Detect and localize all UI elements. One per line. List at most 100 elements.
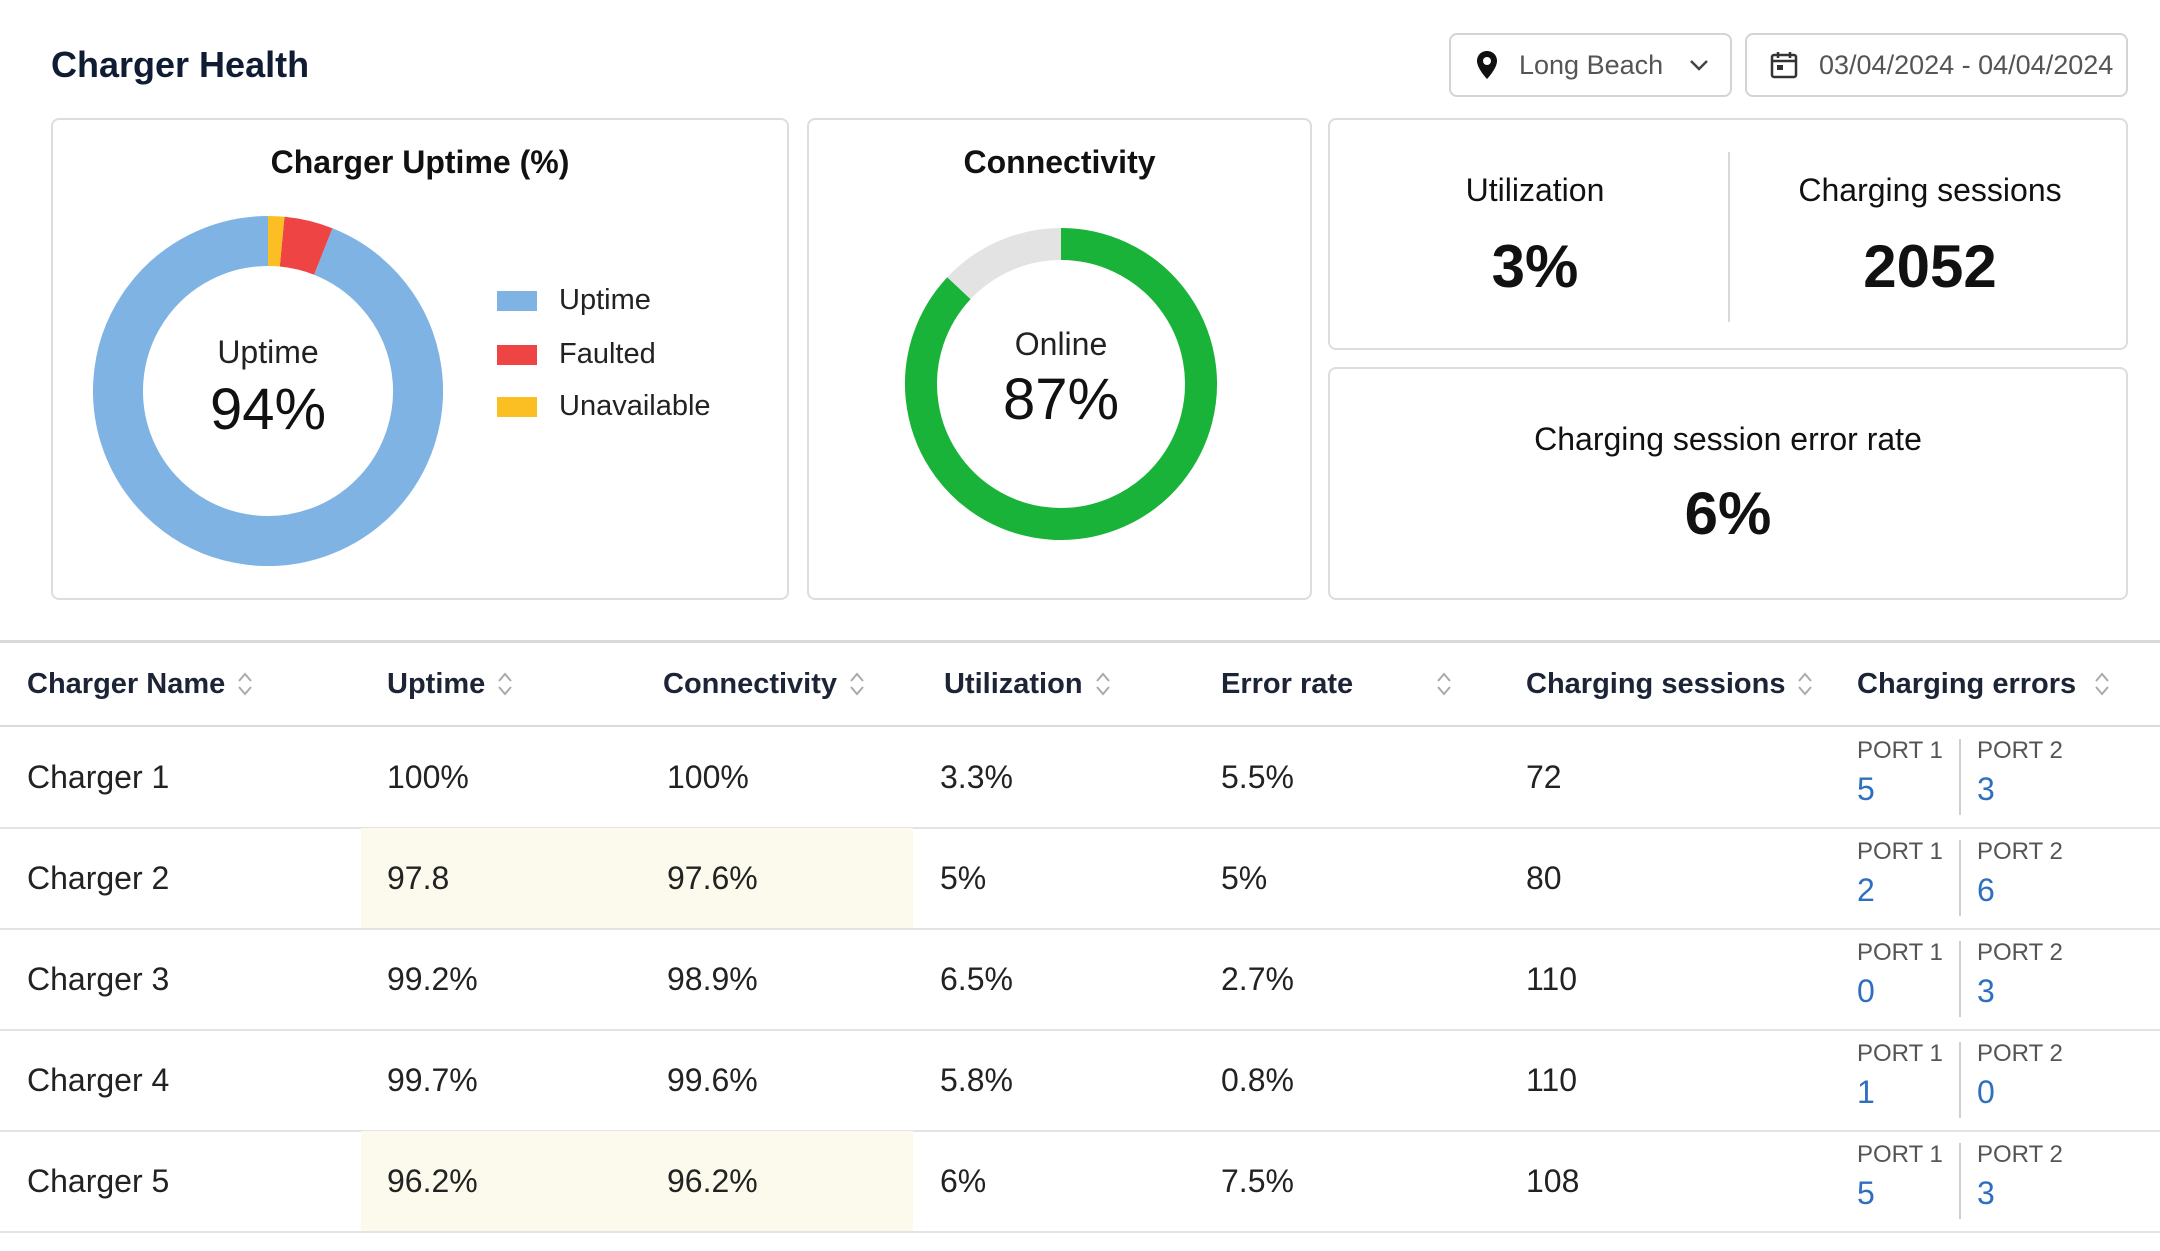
location-pin-icon bbox=[1475, 50, 1499, 80]
calendar-icon bbox=[1769, 50, 1799, 80]
port2-error-count[interactable]: 6 bbox=[1977, 872, 1995, 908]
table-row[interactable]: Charger 2 97.8 97.6% 5% 5% 80 PORT 1 2 PORT 2 6 bbox=[0, 828, 2160, 930]
table-row[interactable]: Charger 5 96.2% 96.2% 6% 7.5% 108 PORT 1 5 PORT … bbox=[0, 1131, 2160, 1233]
header-divider bbox=[0, 725, 2160, 727]
cell-utilization: 5% bbox=[940, 859, 987, 896]
legend-swatch bbox=[497, 396, 537, 417]
charger-uptime-card: Charger Uptime (%) Uptime 94% Uptime Fau… bbox=[51, 118, 789, 600]
error-rate-label: Charging session error rate bbox=[1534, 421, 1922, 457]
utilization-label: Utilization bbox=[1465, 172, 1605, 208]
card-title: Charger Uptime (%) bbox=[270, 144, 570, 180]
error-rate-value: 6% bbox=[1684, 480, 1772, 547]
port2-label: PORT 2 bbox=[1977, 838, 2063, 865]
port1-label: PORT 1 bbox=[1857, 737, 1943, 764]
cell-charger-name: Charger 5 bbox=[27, 1162, 170, 1199]
location-dropdown[interactable]: Long Beach bbox=[1449, 33, 1732, 97]
cell-connectivity: 100% bbox=[667, 758, 749, 795]
column-header-connectivity[interactable]: Connectivity bbox=[663, 643, 865, 725]
port2-error-count[interactable]: 0 bbox=[1977, 1074, 1995, 1110]
column-header-utilization[interactable]: Utilization bbox=[944, 643, 1111, 725]
sort-icon[interactable] bbox=[497, 671, 513, 697]
cell-error-rate: 2.7% bbox=[1221, 960, 1294, 997]
donut-center-label: Online bbox=[1014, 326, 1108, 362]
sort-icon[interactable] bbox=[849, 671, 865, 697]
divider bbox=[1728, 152, 1730, 322]
port-divider bbox=[1959, 840, 1961, 916]
cell-charging-sessions: 72 bbox=[1526, 758, 1562, 795]
date-range-picker[interactable]: 03/04/2024 - 04/04/2024 bbox=[1745, 33, 2128, 97]
cell-uptime: 99.2% bbox=[387, 960, 478, 997]
sort-icon[interactable] bbox=[1797, 671, 1813, 697]
donut-center-label: Uptime bbox=[217, 334, 319, 370]
legend-item-unavailable: Unavailable bbox=[497, 390, 711, 423]
donut-center-value: 94% bbox=[209, 377, 327, 442]
table-row[interactable]: Charger 4 99.7% 99.6% 5.8% 0.8% 110 PORT 1 1 POR… bbox=[0, 1030, 2160, 1132]
connectivity-card: Connectivity Online 87% bbox=[807, 118, 1312, 600]
column-header-label: Error rate bbox=[1221, 667, 1354, 700]
port-divider bbox=[1959, 739, 1961, 815]
port2-error-count[interactable]: 3 bbox=[1977, 973, 1995, 1009]
cell-charger-name: Charger 2 bbox=[27, 859, 170, 896]
cell-uptime: 96.2% bbox=[387, 1162, 478, 1199]
cell-error-rate: 0.8% bbox=[1221, 1061, 1294, 1098]
cell-charging-sessions: 108 bbox=[1526, 1162, 1580, 1199]
legend-item-faulted: Faulted bbox=[497, 338, 656, 371]
cell-charger-name: Charger 4 bbox=[27, 1061, 170, 1098]
connectivity-donut-chart bbox=[905, 228, 1217, 540]
cell-charging-sessions: 110 bbox=[1526, 1061, 1578, 1098]
port1-error-count[interactable]: 1 bbox=[1857, 1074, 1875, 1110]
cell-connectivity: 96.2% bbox=[667, 1162, 758, 1199]
cell-utilization: 6.5% bbox=[940, 960, 1013, 997]
cell-charger-name: Charger 1 bbox=[27, 758, 170, 795]
port1-error-count[interactable]: 2 bbox=[1857, 872, 1875, 908]
date-range-value: 03/04/2024 - 04/04/2024 bbox=[1819, 49, 2114, 80]
cell-connectivity: 97.6% bbox=[667, 859, 758, 896]
port2-label: PORT 2 bbox=[1977, 737, 2063, 764]
sort-icon[interactable] bbox=[237, 671, 253, 697]
cell-highlight bbox=[361, 1131, 913, 1231]
cell-connectivity: 98.9% bbox=[667, 960, 758, 997]
column-header-label: Utilization bbox=[944, 667, 1083, 700]
cell-connectivity: 99.6% bbox=[667, 1061, 758, 1098]
cell-error-rate: 5% bbox=[1221, 859, 1268, 896]
cell-charger-name: Charger 3 bbox=[27, 960, 170, 997]
column-header-charging-sessions[interactable]: Charging sessions bbox=[1526, 643, 1813, 725]
port1-error-count[interactable]: 5 bbox=[1857, 771, 1875, 807]
legend-swatch bbox=[497, 344, 537, 365]
error-rate-card: Charging session error rate 6% bbox=[1328, 367, 2128, 600]
donut-center-value: 87% bbox=[1002, 367, 1120, 432]
column-header-error-rate[interactable]: Error rate bbox=[1221, 643, 1353, 725]
port2-label: PORT 2 bbox=[1977, 939, 2063, 966]
donut-slice-faulted bbox=[279, 216, 333, 276]
port2-label: PORT 2 bbox=[1977, 1040, 2063, 1067]
sort-icon[interactable] bbox=[2094, 671, 2110, 702]
cell-utilization: 5.8% bbox=[940, 1061, 1013, 1098]
legend-label: Unavailable bbox=[559, 390, 711, 422]
column-header-charging-errors[interactable]: Charging errors bbox=[1857, 643, 2076, 725]
location-value: Long Beach bbox=[1519, 49, 1664, 80]
sort-icon[interactable] bbox=[1436, 671, 1452, 702]
column-header-uptime[interactable]: Uptime bbox=[387, 643, 513, 725]
sort-icon[interactable] bbox=[1095, 671, 1111, 697]
utilization-sessions-card: Utilization 3% Charging sessions 2052 bbox=[1328, 118, 2128, 350]
column-header-label: Connectivity bbox=[663, 667, 838, 700]
utilization-value: 3% bbox=[1491, 233, 1579, 300]
cell-uptime: 99.7% bbox=[387, 1061, 478, 1098]
column-header-charger-name[interactable]: Charger Name bbox=[27, 643, 253, 725]
port2-error-count[interactable]: 3 bbox=[1977, 771, 1995, 807]
table-row[interactable]: Charger 3 99.2% 98.9% 6.5% 2.7% 110 PORT 1 0 POR… bbox=[0, 929, 2160, 1031]
legend-swatch bbox=[497, 290, 537, 311]
port1-label: PORT 1 bbox=[1857, 838, 1943, 865]
page-title: Charger Health bbox=[51, 44, 310, 85]
donut-slice-online bbox=[905, 228, 1217, 540]
port2-error-count[interactable]: 3 bbox=[1977, 1175, 1995, 1211]
column-header-label: Charging errors bbox=[1857, 667, 2077, 700]
donut-slice-unavailable bbox=[267, 216, 285, 267]
donut-slice-uptime bbox=[93, 216, 443, 566]
table-row[interactable]: Charger 1 100% 100% 3.3% 5.5% 72 PORT 1 5 PORT 2… bbox=[0, 727, 2160, 829]
cell-highlight bbox=[361, 828, 913, 928]
port1-error-count[interactable]: 0 bbox=[1857, 973, 1875, 1009]
port1-error-count[interactable]: 5 bbox=[1857, 1175, 1875, 1211]
charging-sessions-value: 2052 bbox=[1863, 233, 1997, 300]
port1-label: PORT 1 bbox=[1857, 1040, 1943, 1067]
